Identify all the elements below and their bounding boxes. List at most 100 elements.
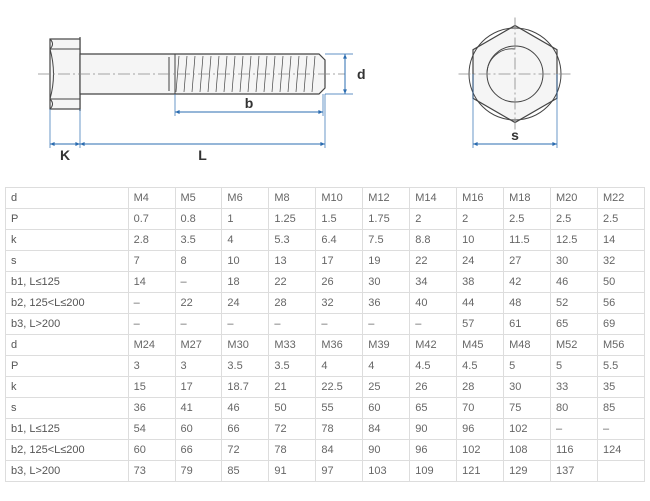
row-label: b3, L>200 <box>6 314 129 335</box>
cell: 121 <box>457 461 504 482</box>
cell: M4 <box>128 188 175 209</box>
cell: 46 <box>551 272 598 293</box>
cell: 17 <box>175 377 222 398</box>
cell: M42 <box>410 335 457 356</box>
cell: M10 <box>316 188 363 209</box>
cell: 2.5 <box>597 209 644 230</box>
cell: 102 <box>504 419 551 440</box>
cell: 15 <box>128 377 175 398</box>
cell: 26 <box>316 272 363 293</box>
cell: – <box>128 314 175 335</box>
cell: 84 <box>363 419 410 440</box>
cell: 129 <box>504 461 551 482</box>
row-label: k <box>6 377 129 398</box>
cell: 79 <box>175 461 222 482</box>
cell: 17 <box>316 251 363 272</box>
cell: 32 <box>316 293 363 314</box>
cell: 10 <box>457 230 504 251</box>
cell: 1.5 <box>316 209 363 230</box>
cell: 124 <box>597 440 644 461</box>
cell: 38 <box>457 272 504 293</box>
cell: M30 <box>222 335 269 356</box>
table-row: dM24M27M30M33M36M39M42M45M48M52M56 <box>6 335 645 356</box>
cell: 2.8 <box>128 230 175 251</box>
cell: 52 <box>551 293 598 314</box>
cell: M56 <box>597 335 644 356</box>
cell: 137 <box>551 461 598 482</box>
row-label: b1, L≤125 <box>6 272 129 293</box>
row-label: b2, 125<L≤200 <box>6 440 129 461</box>
cell: 44 <box>457 293 504 314</box>
cell: 75 <box>504 398 551 419</box>
cell: 2.5 <box>504 209 551 230</box>
cell: 108 <box>504 440 551 461</box>
cell: 73 <box>128 461 175 482</box>
cell: 28 <box>457 377 504 398</box>
cell: 85 <box>597 398 644 419</box>
cell: 12.5 <box>551 230 598 251</box>
cell: M36 <box>316 335 363 356</box>
cell: – <box>316 314 363 335</box>
cell: 4.5 <box>457 356 504 377</box>
table-row: s3641465055606570758085 <box>6 398 645 419</box>
cell: 3.5 <box>175 230 222 251</box>
cell <box>597 461 644 482</box>
cell: 36 <box>363 293 410 314</box>
cell: 97 <box>316 461 363 482</box>
cell: M12 <box>363 188 410 209</box>
cell: – <box>222 314 269 335</box>
row-label: b3, L>200 <box>6 461 129 482</box>
cell: – <box>597 419 644 440</box>
row-label: s <box>6 251 129 272</box>
cell: 50 <box>269 398 316 419</box>
cell: 85 <box>222 461 269 482</box>
row-label: d <box>6 188 129 209</box>
cell: 27 <box>504 251 551 272</box>
cell: 0.8 <box>175 209 222 230</box>
cell: 2.5 <box>551 209 598 230</box>
row-label: k <box>6 230 129 251</box>
cell: 40 <box>410 293 457 314</box>
cell: 10 <box>222 251 269 272</box>
cell: 30 <box>363 272 410 293</box>
cell: 8 <box>175 251 222 272</box>
cell: 116 <box>551 440 598 461</box>
cell: M14 <box>410 188 457 209</box>
cell: 90 <box>410 419 457 440</box>
cell: M33 <box>269 335 316 356</box>
cell: M39 <box>363 335 410 356</box>
table-row: k151718.72122.5252628303335 <box>6 377 645 398</box>
cell: 14 <box>597 230 644 251</box>
table-row: P333.53.5444.54.5555.5 <box>6 356 645 377</box>
cell: M20 <box>551 188 598 209</box>
row-label: P <box>6 209 129 230</box>
cell: 42 <box>504 272 551 293</box>
cell: 61 <box>504 314 551 335</box>
cell: M27 <box>175 335 222 356</box>
cell: 14 <box>128 272 175 293</box>
cell: 1.75 <box>363 209 410 230</box>
cell: 80 <box>551 398 598 419</box>
cell: 60 <box>363 398 410 419</box>
cell: 7 <box>128 251 175 272</box>
cell: 19 <box>363 251 410 272</box>
cell: 96 <box>457 419 504 440</box>
table-row: P0.70.811.251.51.75222.52.52.5 <box>6 209 645 230</box>
cell: 1.25 <box>269 209 316 230</box>
svg-text:K: K <box>60 147 70 163</box>
cell: 2 <box>457 209 504 230</box>
cell: 6.4 <box>316 230 363 251</box>
bolt-diagram: dbKLs <box>5 4 645 179</box>
row-label: b1, L≤125 <box>6 419 129 440</box>
cell: 24 <box>457 251 504 272</box>
table-row: dM4M5M6M8M10M12M14M16M18M20M22 <box>6 188 645 209</box>
table-row: b1, L≤12514–182226303438424650 <box>6 272 645 293</box>
cell: – <box>128 293 175 314</box>
cell: 46 <box>222 398 269 419</box>
cell: 96 <box>410 440 457 461</box>
cell: 70 <box>457 398 504 419</box>
svg-text:s: s <box>511 127 519 143</box>
svg-text:L: L <box>198 147 207 163</box>
spec-table: dM4M5M6M8M10M12M14M16M18M20M22P0.70.811.… <box>5 187 645 482</box>
cell: 69 <box>597 314 644 335</box>
